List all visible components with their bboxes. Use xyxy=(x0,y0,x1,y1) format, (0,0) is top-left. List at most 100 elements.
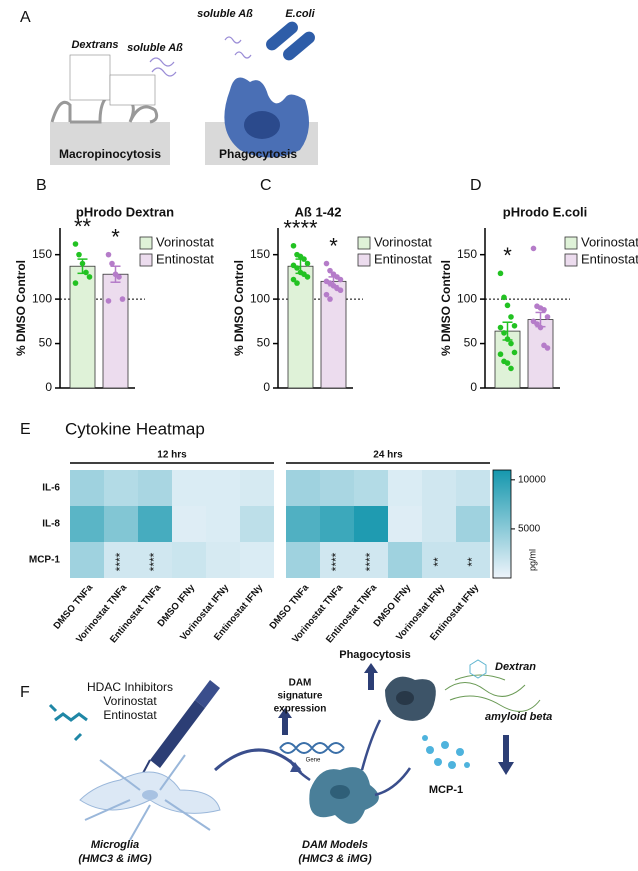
row-label: MCP-1 xyxy=(29,555,61,566)
legend-swatch xyxy=(139,236,153,250)
data-point xyxy=(72,280,79,286)
significance: * xyxy=(111,224,120,249)
y-tick-label: 50 xyxy=(257,336,271,350)
cell-annotation: ** xyxy=(465,557,479,567)
heatmap-cell xyxy=(354,542,388,578)
heatmap-cell xyxy=(240,470,274,506)
data-point xyxy=(534,321,540,327)
panel-letter: F xyxy=(20,684,30,701)
label: Microglia xyxy=(91,839,139,851)
data-point xyxy=(79,260,86,267)
y-tick-label: 50 xyxy=(39,336,53,350)
heatmap-cell xyxy=(388,470,422,506)
heatmap-cell xyxy=(172,470,206,506)
heatmap-cell xyxy=(104,470,138,506)
label: Macropinocytosis xyxy=(59,147,161,161)
heatmap-cell xyxy=(456,506,490,542)
y-tick-label: 50 xyxy=(464,336,478,350)
heatmap-cell xyxy=(206,506,240,542)
data-point xyxy=(537,324,544,331)
data-point xyxy=(119,296,126,302)
data-point xyxy=(508,314,514,320)
label: Dextran xyxy=(495,661,536,673)
heatmap-cell xyxy=(456,542,490,578)
legend-swatch xyxy=(564,236,578,250)
panel-letter: C xyxy=(260,177,272,194)
data-point xyxy=(116,274,122,280)
data-point xyxy=(323,260,330,267)
heatmap-cell xyxy=(206,542,240,578)
data-point xyxy=(504,302,511,309)
data-point xyxy=(337,276,344,283)
heatmap-cell xyxy=(104,542,138,578)
heatmap-cell xyxy=(240,542,274,578)
label: amyloid beta xyxy=(485,711,552,723)
y-tick-label: 100 xyxy=(32,291,52,305)
significance: ** xyxy=(74,214,92,239)
data-point xyxy=(327,296,333,302)
data-point xyxy=(544,314,551,320)
data-point xyxy=(501,294,507,301)
y-axis-label: % DMSO Control xyxy=(232,260,246,356)
label: Phagocytosis xyxy=(219,147,297,161)
data-point xyxy=(304,260,311,267)
heatmap-cell xyxy=(286,506,320,542)
bar xyxy=(527,319,554,389)
data-point xyxy=(294,265,300,271)
data-point xyxy=(497,270,504,277)
data-point xyxy=(511,322,518,329)
y-tick-label: 0 xyxy=(45,380,52,394)
group-label: 12 hrs xyxy=(157,450,187,461)
data-point xyxy=(290,242,297,249)
heatmap-cell xyxy=(320,470,354,506)
label: DAM Models xyxy=(302,839,368,851)
legend-swatch xyxy=(357,236,371,250)
y-tick-label: 0 xyxy=(470,380,477,394)
heatmap-cell xyxy=(422,470,456,506)
data-point xyxy=(530,245,537,252)
colorbar-label: pg/ml xyxy=(527,549,537,571)
group-label: 24 hrs xyxy=(373,450,403,461)
cell-annotation: ** xyxy=(431,557,445,567)
significance: * xyxy=(503,243,512,268)
cell-annotation: **** xyxy=(113,552,127,571)
heatmap-cell xyxy=(354,506,388,542)
data-point xyxy=(504,336,511,342)
heatmap-cell xyxy=(320,506,354,542)
y-tick-label: 100 xyxy=(250,291,270,305)
label: soluble Aß xyxy=(197,8,253,20)
panel-letter: D xyxy=(470,177,482,194)
legend-label: Entinostat xyxy=(374,251,432,266)
chart-title: pHrodo Dextran xyxy=(76,204,174,219)
data-point xyxy=(76,251,82,258)
heatmap-cell xyxy=(354,470,388,506)
y-tick-label: 150 xyxy=(32,247,52,261)
significance: * xyxy=(329,233,338,258)
row-label: IL-6 xyxy=(42,483,60,494)
panel-a-art xyxy=(50,21,318,165)
data-point xyxy=(501,330,507,336)
y-tick-label: 150 xyxy=(250,247,270,261)
y-tick-label: 100 xyxy=(457,291,477,305)
data-point xyxy=(109,260,115,267)
label: Dextrans xyxy=(71,39,118,51)
label: Phagocytosis xyxy=(339,649,411,661)
heatmap-cell xyxy=(138,470,172,506)
data-point xyxy=(337,287,344,294)
data-point xyxy=(105,251,112,258)
bar xyxy=(102,273,129,389)
cell-annotation: **** xyxy=(329,552,343,571)
data-point xyxy=(327,267,333,274)
y-axis-label: % DMSO Control xyxy=(439,260,453,356)
label: signature xyxy=(277,691,322,702)
label: HDAC Inhibitors xyxy=(87,680,173,694)
bar xyxy=(287,265,314,389)
heatmap-cell xyxy=(138,542,172,578)
y-tick-label: 0 xyxy=(263,380,270,394)
heatmap-cell xyxy=(422,506,456,542)
label: (HMC3 & iMG) xyxy=(78,853,152,865)
label: (HMC3 & iMG) xyxy=(298,853,372,865)
data-point xyxy=(83,269,89,276)
cell-annotation: **** xyxy=(147,552,161,571)
